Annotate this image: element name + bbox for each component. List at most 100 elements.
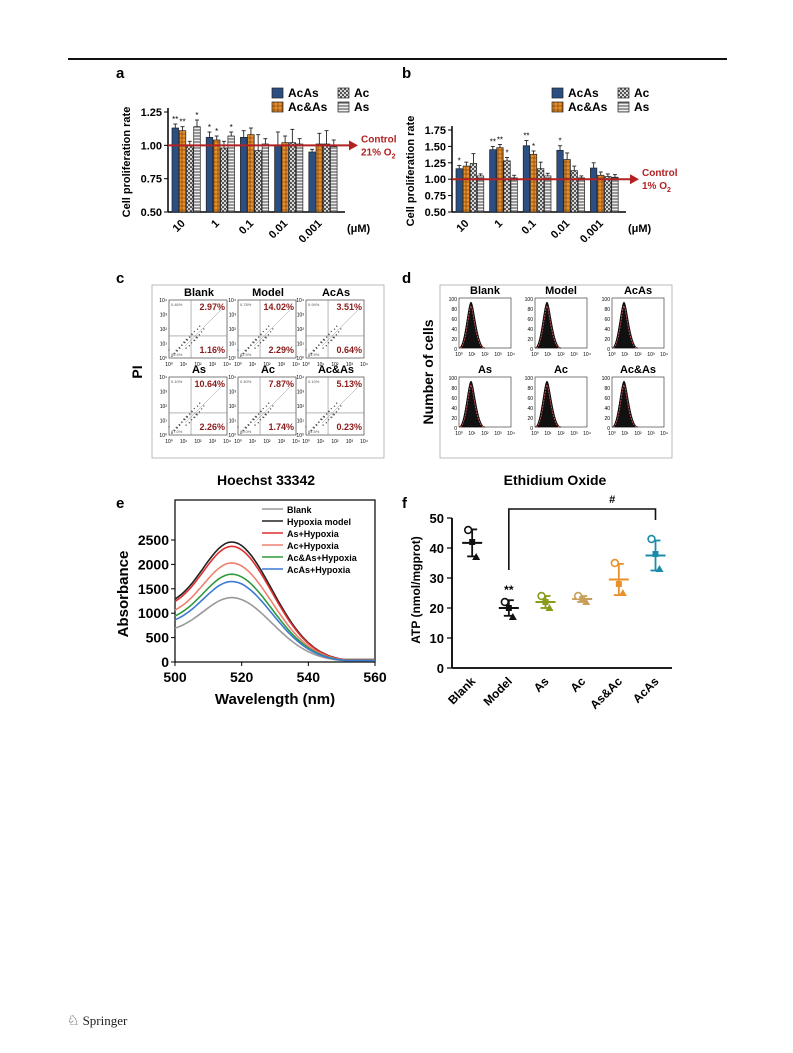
event-dot — [255, 339, 258, 341]
y-tick-label: 10³ — [297, 313, 305, 319]
x-tick-label: 10¹ — [544, 352, 552, 358]
spectrum-line — [174, 562, 375, 661]
spectrum-line — [174, 545, 375, 661]
header-rule — [68, 58, 727, 60]
x-tick-label: 10⁰ — [302, 439, 310, 445]
event-dot — [333, 328, 336, 330]
event-dot — [337, 408, 340, 410]
event-dot — [311, 352, 313, 355]
event-dot — [243, 352, 245, 355]
bar-As — [476, 175, 485, 213]
y-tick-label: 10⁴ — [159, 298, 167, 304]
x-tick-label: 10¹ — [249, 362, 257, 368]
bar-Ac — [186, 144, 194, 213]
event-dot — [265, 337, 267, 339]
legend-label: AcAs — [568, 86, 599, 100]
event-dot — [331, 339, 333, 342]
event-dot — [181, 344, 183, 347]
event-dot — [237, 349, 239, 351]
data-point-circle — [610, 558, 620, 568]
bar-AcAs — [240, 136, 248, 213]
event-dot — [328, 410, 330, 413]
event-dot — [250, 421, 252, 424]
control-label: Control — [361, 134, 397, 145]
event-dot — [257, 413, 260, 415]
x-tick-label: 10⁴ — [292, 439, 300, 445]
x-tick-label: 10² — [194, 439, 202, 445]
x-tick-label: 10⁰ — [165, 362, 173, 368]
data-point-square — [579, 596, 586, 602]
y-tick-label: 10² — [297, 327, 305, 333]
bar-Ac&As — [597, 174, 605, 213]
x-tick-label: 1 — [492, 218, 505, 231]
event-dot — [336, 325, 338, 327]
legend-swatch — [337, 101, 350, 113]
event-dot — [257, 422, 259, 424]
y-tick-label: 10⁴ — [159, 375, 167, 381]
x-tick-label: 10⁴ — [360, 439, 368, 445]
event-dot — [325, 422, 327, 424]
event-dot — [191, 333, 193, 336]
event-dot — [323, 339, 326, 341]
event-dot — [331, 416, 333, 419]
x-tick-label: 10⁰ — [234, 439, 242, 445]
data-point-triangle — [618, 589, 627, 596]
event-dot — [262, 330, 264, 333]
bar-Ac — [254, 150, 262, 213]
legend-label: Ac&As — [288, 100, 328, 114]
event-dot — [330, 330, 332, 333]
event-dot — [185, 347, 187, 349]
event-dot — [171, 432, 173, 434]
x-unit-label: (μM) — [347, 223, 371, 235]
event-dot — [318, 344, 320, 347]
quadrant-ll: 95.4% — [171, 352, 183, 357]
y-tick-label: 10¹ — [160, 342, 168, 348]
significance-mark: * — [505, 149, 508, 158]
legend-label: As+Hypoxia — [287, 529, 340, 539]
x-tick-label: 10⁰ — [455, 352, 463, 358]
diagonal-trace — [184, 307, 224, 347]
quadrant-ur: 3.51% — [336, 302, 362, 312]
panel-d: d Number of cells Ethidium Oxide Blank 100 80… — [402, 270, 673, 488]
event-dot — [191, 410, 193, 413]
plot-title: AcAs — [624, 285, 652, 297]
x-tick-label: 10² — [481, 431, 489, 437]
bar-Ac — [288, 142, 296, 213]
x-tick-label: 10⁴ — [660, 352, 668, 358]
bar-Ac — [322, 143, 331, 213]
x-tick-label: 10² — [194, 362, 202, 368]
event-dot — [254, 347, 256, 349]
panel-b: b 0.50 0.75 1.00 1.25 1.50 1.75 Cell proliferat… — [402, 65, 678, 246]
y-tick-label: 100 — [602, 297, 611, 303]
event-dot — [253, 418, 255, 421]
quadrant-lr: 0.23% — [336, 422, 362, 432]
event-dot — [325, 413, 328, 415]
plot-title: AcAs — [322, 287, 350, 299]
x-tick-label: 0.1 — [519, 218, 538, 237]
event-dot — [269, 408, 272, 410]
bar-Ac&As — [281, 142, 289, 213]
event-dot — [257, 336, 260, 338]
event-dot — [333, 405, 336, 407]
y-tick-label: 10 — [430, 631, 444, 646]
bar-Ac — [604, 176, 612, 213]
panel-frame — [151, 284, 385, 459]
x-tick-label: 10 — [454, 218, 471, 235]
event-dot — [186, 339, 189, 341]
y-tick-label: 0 — [454, 347, 457, 353]
event-dot — [185, 424, 187, 426]
y-tick-label: 500 — [146, 630, 170, 646]
event-dot — [168, 426, 170, 428]
event-dot — [199, 402, 201, 404]
x-tick-label: Model — [481, 674, 515, 708]
bar-Ac — [469, 163, 478, 213]
event-dot — [263, 339, 265, 342]
bar-AcAs — [205, 136, 214, 213]
plot-frame — [174, 499, 376, 663]
x-tick-label: 10⁴ — [360, 362, 368, 368]
legend-label: As — [634, 100, 650, 114]
y-tick-label: 0 — [607, 347, 610, 353]
y-tick-label: 1.00 — [141, 140, 162, 152]
event-dot — [272, 405, 274, 407]
x-tick-label: 10² — [331, 362, 339, 368]
